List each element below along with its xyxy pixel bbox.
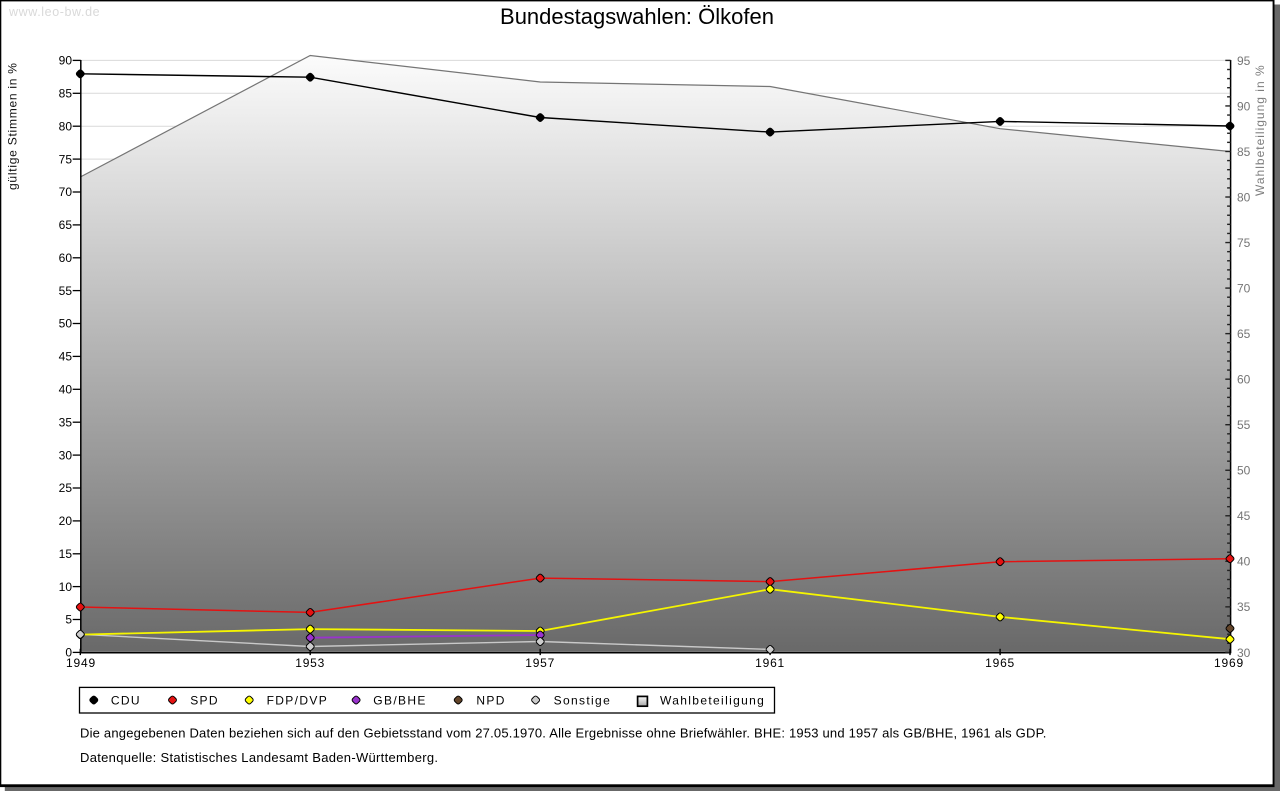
- svg-text:70: 70: [1237, 282, 1251, 296]
- svg-text:1969: 1969: [1214, 656, 1244, 670]
- svg-text:50: 50: [1237, 464, 1251, 478]
- svg-text:FDP/DVP: FDP/DVP: [267, 694, 328, 708]
- svg-text:1957: 1957: [525, 656, 555, 670]
- svg-text:60: 60: [1237, 373, 1251, 387]
- svg-text:1965: 1965: [985, 656, 1015, 670]
- svg-text:85: 85: [59, 87, 73, 101]
- svg-text:1961: 1961: [755, 656, 785, 670]
- svg-text:95: 95: [1237, 54, 1251, 68]
- svg-text:45: 45: [1237, 509, 1251, 523]
- svg-text:75: 75: [1237, 236, 1251, 250]
- svg-text:Die angegebenen Daten beziehen: Die angegebenen Daten beziehen sich auf …: [80, 726, 1047, 741]
- svg-text:35: 35: [1237, 600, 1251, 614]
- svg-text:0: 0: [65, 646, 72, 660]
- svg-text:35: 35: [59, 415, 73, 429]
- svg-text:60: 60: [59, 251, 73, 265]
- svg-text:gültige Stimmen in %: gültige Stimmen in %: [6, 62, 20, 190]
- svg-text:CDU: CDU: [111, 694, 141, 708]
- svg-text:30: 30: [1237, 646, 1251, 660]
- svg-text:5: 5: [65, 613, 72, 627]
- svg-text:NPD: NPD: [476, 694, 505, 708]
- svg-text:55: 55: [1237, 418, 1251, 432]
- svg-text:40: 40: [1237, 555, 1251, 569]
- svg-text:10: 10: [59, 580, 73, 594]
- svg-text:80: 80: [59, 119, 73, 133]
- svg-text:20: 20: [59, 514, 73, 528]
- svg-text:55: 55: [59, 284, 73, 298]
- svg-text:1953: 1953: [295, 656, 325, 670]
- svg-text:70: 70: [59, 185, 73, 199]
- svg-text:Bundestagswahlen: Ölkofen: Bundestagswahlen: Ölkofen: [500, 4, 774, 29]
- svg-text:Sonstige: Sonstige: [554, 694, 612, 708]
- svg-text:80: 80: [1237, 190, 1251, 204]
- svg-text:30: 30: [59, 448, 73, 462]
- svg-text:45: 45: [59, 350, 73, 364]
- svg-text:GB/BHE: GB/BHE: [373, 694, 426, 708]
- svg-text:85: 85: [1237, 145, 1251, 159]
- svg-text:www.leo-bw.de: www.leo-bw.de: [8, 5, 100, 19]
- svg-text:25: 25: [59, 481, 73, 495]
- svg-text:40: 40: [59, 383, 73, 397]
- svg-text:90: 90: [59, 54, 73, 68]
- svg-text:75: 75: [59, 152, 73, 166]
- svg-text:Wahlbeteiligung: Wahlbeteiligung: [660, 694, 765, 708]
- svg-text:1949: 1949: [66, 656, 96, 670]
- svg-text:15: 15: [59, 547, 73, 561]
- svg-text:65: 65: [59, 218, 73, 232]
- svg-text:Datenquelle: Statistisches Lan: Datenquelle: Statistisches Landesamt Bad…: [80, 750, 438, 765]
- svg-text:50: 50: [59, 317, 73, 331]
- svg-text:SPD: SPD: [190, 694, 219, 708]
- svg-text:65: 65: [1237, 327, 1251, 341]
- svg-text:Wahlbeteiligung in %: Wahlbeteiligung in %: [1253, 64, 1267, 196]
- svg-text:90: 90: [1237, 99, 1251, 113]
